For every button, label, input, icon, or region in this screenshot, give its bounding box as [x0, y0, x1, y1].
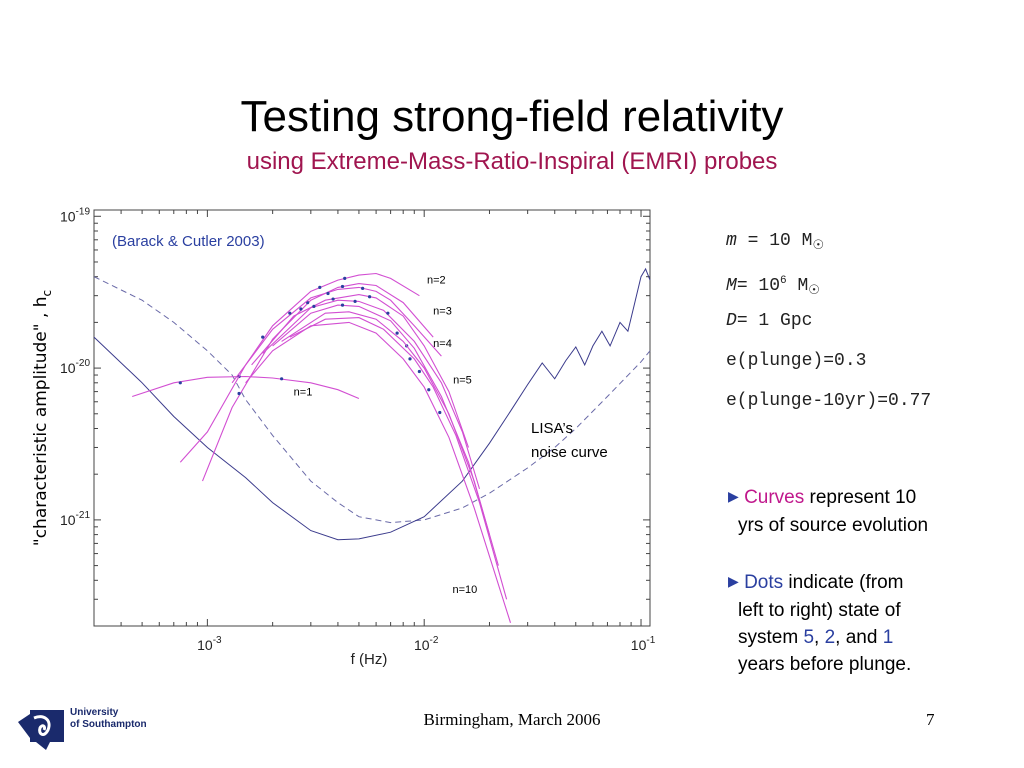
param-M: M= 106 M☉ [726, 275, 820, 298]
bullet-triangle-icon: ▶ [728, 573, 739, 589]
series-n10-label: n=10 [452, 584, 477, 596]
series-track-6-line [262, 299, 481, 490]
series-track-8-dot [408, 357, 412, 361]
series-n2-dot [343, 276, 347, 280]
param-e-plunge: e(plunge)=0.3 [726, 351, 867, 371]
series-track-9-dot [427, 388, 431, 392]
series-n10-line [245, 321, 512, 623]
slide-title: Testing strong-field relativity [240, 92, 784, 141]
y-tick-label: 10-20 [60, 358, 90, 376]
citation-annotation: (Barack & Cutler 2003) [112, 233, 265, 250]
series-n5-line [251, 294, 470, 448]
series-n2-dot [261, 335, 265, 339]
param-m: m = 10 M☉ [726, 231, 825, 253]
series-track-7-dot [395, 331, 399, 335]
dashed-noise-curve [93, 276, 651, 524]
series-n3-dot [340, 284, 345, 289]
chart-labels: 10-3 10-2 10-1 10-21 10-20 10-19 n=1 n=2 n=3 n=4 n… [31, 206, 656, 668]
series-n10-dot [438, 410, 442, 415]
x-tick-label: 10-1 [631, 635, 656, 653]
series-n2-line [179, 272, 420, 463]
series-track-6-dot [386, 311, 390, 315]
param-e-plunge-10yr: e(plunge-10yr)=0.77 [726, 391, 932, 411]
series-n5-label: n=5 [453, 375, 472, 387]
noise-curve-label: LISA’s [531, 420, 573, 437]
x-tick-label: 10-3 [197, 635, 222, 653]
y-tick-label: 10-21 [60, 510, 90, 528]
series-n1-dot [178, 381, 182, 385]
series-n3-dot [237, 391, 241, 396]
series-n1-line [132, 375, 360, 400]
logo-text: University of Southampton [70, 707, 147, 730]
series-track-8-line [281, 311, 499, 566]
university-logo [18, 710, 64, 750]
series-track-6-dot [312, 304, 316, 308]
sun-symbol: ☉ [808, 283, 820, 298]
param-D: D= 1 Gpc [726, 311, 813, 331]
sun-symbol: ☉ [812, 238, 825, 253]
series-n4-dot [361, 286, 365, 290]
series-track-7-line [272, 304, 491, 535]
bullet-dots: ▶ Dots indicate (from left to right) sta… [728, 572, 912, 675]
series-track-7-dot [340, 303, 345, 307]
lisa-noise-curve [93, 267, 651, 541]
series-n4-line [231, 286, 442, 384]
series-n2-dot [318, 285, 322, 290]
series-n5-dot [331, 297, 335, 301]
series-track-9-line [289, 317, 508, 600]
slide-subtitle: using Extreme-Mass-Ratio-Inspiral (EMRI)… [246, 148, 778, 175]
series-n5-dot [299, 307, 303, 311]
x-tick-label: 10-2 [414, 635, 439, 653]
bullet-triangle-icon: ▶ [728, 488, 739, 504]
y-tick-label: 10-19 [60, 206, 90, 224]
page-number: 7 [926, 710, 935, 729]
series-n5-dot [367, 295, 372, 299]
y-axis-label: "characteristic amplitude" , hc [31, 290, 54, 546]
axis-ticks [93, 210, 650, 627]
plot-border [93, 209, 651, 627]
series-n1-dot [280, 377, 284, 381]
series-n3-label: n=3 [433, 306, 452, 318]
chart: 10-3 10-2 10-1 10-21 10-20 10-19 n=1 n=2 n=3 n=4 n… [31, 206, 656, 668]
series-n3-line [201, 283, 434, 482]
series-group [93, 267, 651, 623]
x-axis-label: f (Hz) [351, 651, 388, 668]
series-n4-label: n=4 [433, 338, 452, 350]
series-n4-dot [326, 291, 330, 296]
series-track-6-dot [353, 299, 357, 303]
footer-text: Birmingham, March 2006 [423, 710, 601, 729]
noise-curve-label: noise curve [531, 444, 608, 461]
series-track-8-dot [417, 369, 421, 374]
parameter-list: m = 10 M☉ M= 106 M☉ D= 1 Gpc e(plunge)=0… [726, 230, 931, 430]
plot-frame [93, 209, 651, 627]
bullet-curves: ▶ Curves represent 10 yrs of source evol… [728, 487, 929, 536]
series-n1-label: n=1 [294, 386, 313, 398]
series-n4-dot [288, 311, 292, 315]
series-n2-label: n=2 [427, 275, 446, 287]
